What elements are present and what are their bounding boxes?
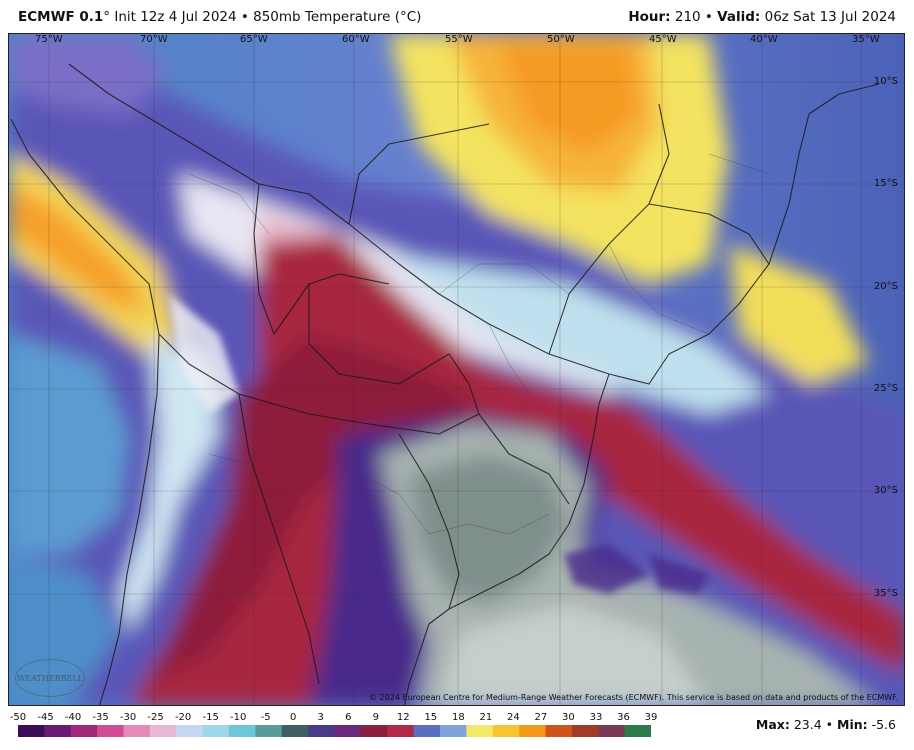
legend-color-swatch [571,725,599,737]
legend-tick-label: -45 [37,712,54,723]
legend-color-swatch [97,725,124,737]
legend-tick-label: -35 [92,712,109,723]
legend-color-swatch [492,725,520,737]
lon-label-75w: 75°W [35,34,63,45]
legend-tick-label: 18 [451,712,465,723]
degree-symbol: ° [103,9,111,25]
max-value: 23.4 • [789,717,837,732]
hour-label: Hour: [628,9,671,25]
legend-tick-label: 24 [507,712,520,723]
color-scale-legend: -50 -45 -40 -35 -30 -25 -20 -15 -10 -5 0 3 6 9 12 15 18 2… [10,712,658,748]
model-name: ECMWF 0.1 [18,9,104,25]
lat-label-30s: 30°S [873,485,898,496]
valid-value: 06z Sat 13 Jul 2024 [760,9,896,25]
legend-color-swatch [598,725,626,737]
legend-tick-label: -20 [174,712,192,723]
legend-tick-label: -25 [147,712,164,723]
map-title: ECMWF 0.1° Init 12z 4 Jul 2024 • 850mb T… [18,9,421,25]
legend-color-swatch [519,725,546,737]
legend-tick-label: 21 [479,712,493,723]
legend-tick-label: 15 [424,712,438,723]
legend-tick-label: 3 [317,712,324,723]
lon-label-55w: 55°W [445,34,473,45]
valid-label: Valid: [717,9,761,25]
legend-color-swatch [360,725,388,737]
legend-tick-label: -15 [202,712,219,723]
legend-tick-label: 0 [290,712,297,723]
lon-label-40w: 40°W [750,34,778,45]
legend-color-swatch [466,725,494,737]
legend-color-swatch [149,725,177,737]
legend-ticks: -50 -45 -40 -35 -30 -25 -20 -15 -10 -5 0 3 6 9 12 15 18 2… [10,712,658,726]
lon-label-70w: 70°W [140,34,168,45]
lat-label-25s: 25°S [873,383,898,394]
lat-label-10s: 10°S [873,76,898,87]
legend-tick-label: -5 [260,712,271,723]
lon-label-35w: 35°W [852,34,880,45]
run-info: Init 12z 4 Jul 2024 • 850mb Temperature … [110,9,422,25]
legend-tick-label: 33 [589,712,603,723]
lon-label-65w: 65°W [240,34,268,45]
legend-color-swatch [440,725,467,737]
legend-color-swatch [44,725,72,737]
legend-tick-label: 6 [345,712,352,723]
legend-color-swatch [255,725,283,737]
legend-color-swatch [413,725,441,737]
legend-tick-label: 30 [562,712,575,723]
legend-color-swatch [334,725,362,737]
min-value: -5.6 [867,717,896,732]
valid-time: Hour: 210 • Valid: 06z Sat 13 Jul 2024 [628,9,896,25]
legend-tick-label: 9 [372,712,379,723]
max-label: Max: [755,717,790,732]
legend-tick-label: -50 [9,712,27,723]
min-label: Min: [837,717,868,732]
lon-label-60w: 60°W [342,34,370,45]
legend-color-swatch [387,725,415,737]
legend-tick-label: 36 [617,712,630,723]
map-canvas [9,34,904,705]
lon-label-45w: 45°W [649,34,677,45]
hour-value: 210 • [670,9,718,25]
legend-color-swatch [624,725,651,737]
lat-label-15s: 15°S [873,178,898,189]
legend-tick-label: 39 [644,712,658,723]
max-min-stats: Max: 23.4 • Min: -5.6 [756,717,896,732]
lon-label-50w: 50°W [547,34,575,45]
legend-tick-label: 27 [534,712,548,723]
legend-tick-label: -30 [119,712,137,723]
legend-tick-label: -10 [230,712,247,723]
legend-color-swatch [308,725,335,737]
map-header: ECMWF 0.1° Init 12z 4 Jul 2024 • 850mb T… [0,0,914,33]
legend-color-swatch [176,725,204,737]
legend-color-swatch [202,725,230,737]
lat-label-35s: 35°S [873,588,898,599]
legend-tick-label: -40 [64,712,82,723]
legend-color-swatch [229,725,256,737]
legend-color-bar [18,725,651,737]
lat-label-20s: 20°S [873,281,898,292]
legend-color-swatch [545,725,573,737]
legend-color-swatch [70,725,98,737]
legend-color-swatch [281,725,309,737]
copyright-notice: © 2024 European Centre for Medium-Range … [369,693,898,702]
temperature-map[interactable]: 75°W 70°W 65°W 60°W 55°W 50°W 45°W 40°W … [8,33,905,706]
legend-color-swatch [123,725,151,737]
weatherbell-logo: WEATHERBELL [15,659,85,697]
legend-tick-label: 12 [396,712,410,723]
legend-color-swatch [18,725,45,737]
